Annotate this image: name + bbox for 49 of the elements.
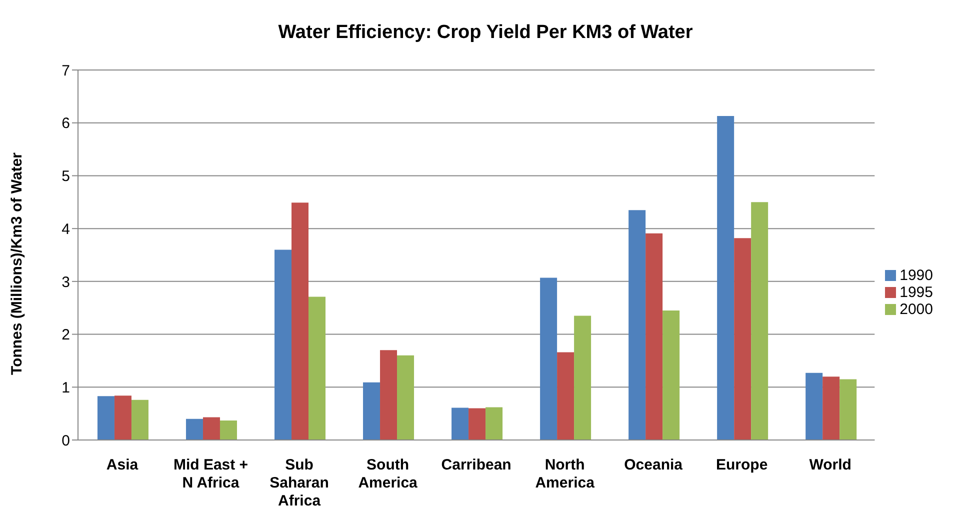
- y-tick-label: 7: [62, 62, 70, 80]
- x-tick-label: South America: [358, 456, 418, 492]
- bar: [452, 408, 469, 440]
- bar: [308, 296, 326, 440]
- bar: [363, 382, 380, 440]
- y-tick-label: 3: [62, 274, 70, 291]
- bar: [806, 372, 823, 440]
- y-tick-label: 5: [62, 168, 70, 186]
- bar: [202, 417, 220, 440]
- legend-label: 1990: [900, 266, 933, 284]
- bar: [468, 408, 486, 440]
- bar: [220, 420, 237, 440]
- x-tick-label: Europe: [716, 456, 768, 474]
- bar: [186, 418, 203, 440]
- y-tick-label: 2: [62, 326, 70, 344]
- bar: [840, 379, 857, 440]
- bar: [557, 352, 574, 440]
- y-axis-title: Tonnes (Millions)/Km3 of Water: [8, 152, 26, 375]
- bar: [628, 210, 646, 440]
- x-tick-label: Sub Saharan Africa: [270, 456, 329, 510]
- bar: [380, 350, 398, 440]
- bar: [540, 278, 558, 440]
- bar: [751, 202, 768, 440]
- bar: [114, 396, 132, 440]
- bar: [97, 396, 114, 440]
- bar: [131, 400, 148, 440]
- bar: [292, 202, 308, 440]
- x-tick-label: North America: [535, 456, 596, 492]
- y-tick-label: 4: [62, 220, 70, 238]
- x-tick-label: Carribean: [441, 456, 512, 474]
- bar: [397, 355, 414, 440]
- bar: [717, 116, 734, 440]
- bar: [274, 250, 292, 440]
- y-tick-label: 1: [62, 379, 70, 396]
- bar: [574, 316, 592, 440]
- legend-label: 2000: [900, 300, 933, 318]
- bar: [734, 238, 752, 440]
- bar: [646, 233, 663, 440]
- x-tick-label: Asia: [106, 456, 139, 474]
- legend-label: 1995: [900, 284, 933, 300]
- chart-title: Water Efficiency: Crop Yield Per KM3 of Water: [277, 21, 694, 45]
- x-tick-label: Oceania: [624, 456, 684, 474]
- bar: [486, 407, 503, 440]
- x-tick-label: Mid East + N Africa: [173, 456, 248, 492]
- y-tick-label: 6: [62, 115, 70, 132]
- bar: [822, 376, 840, 440]
- bar: [662, 310, 680, 440]
- y-tick-label: 0: [62, 432, 70, 450]
- x-tick-label: World: [809, 456, 852, 474]
